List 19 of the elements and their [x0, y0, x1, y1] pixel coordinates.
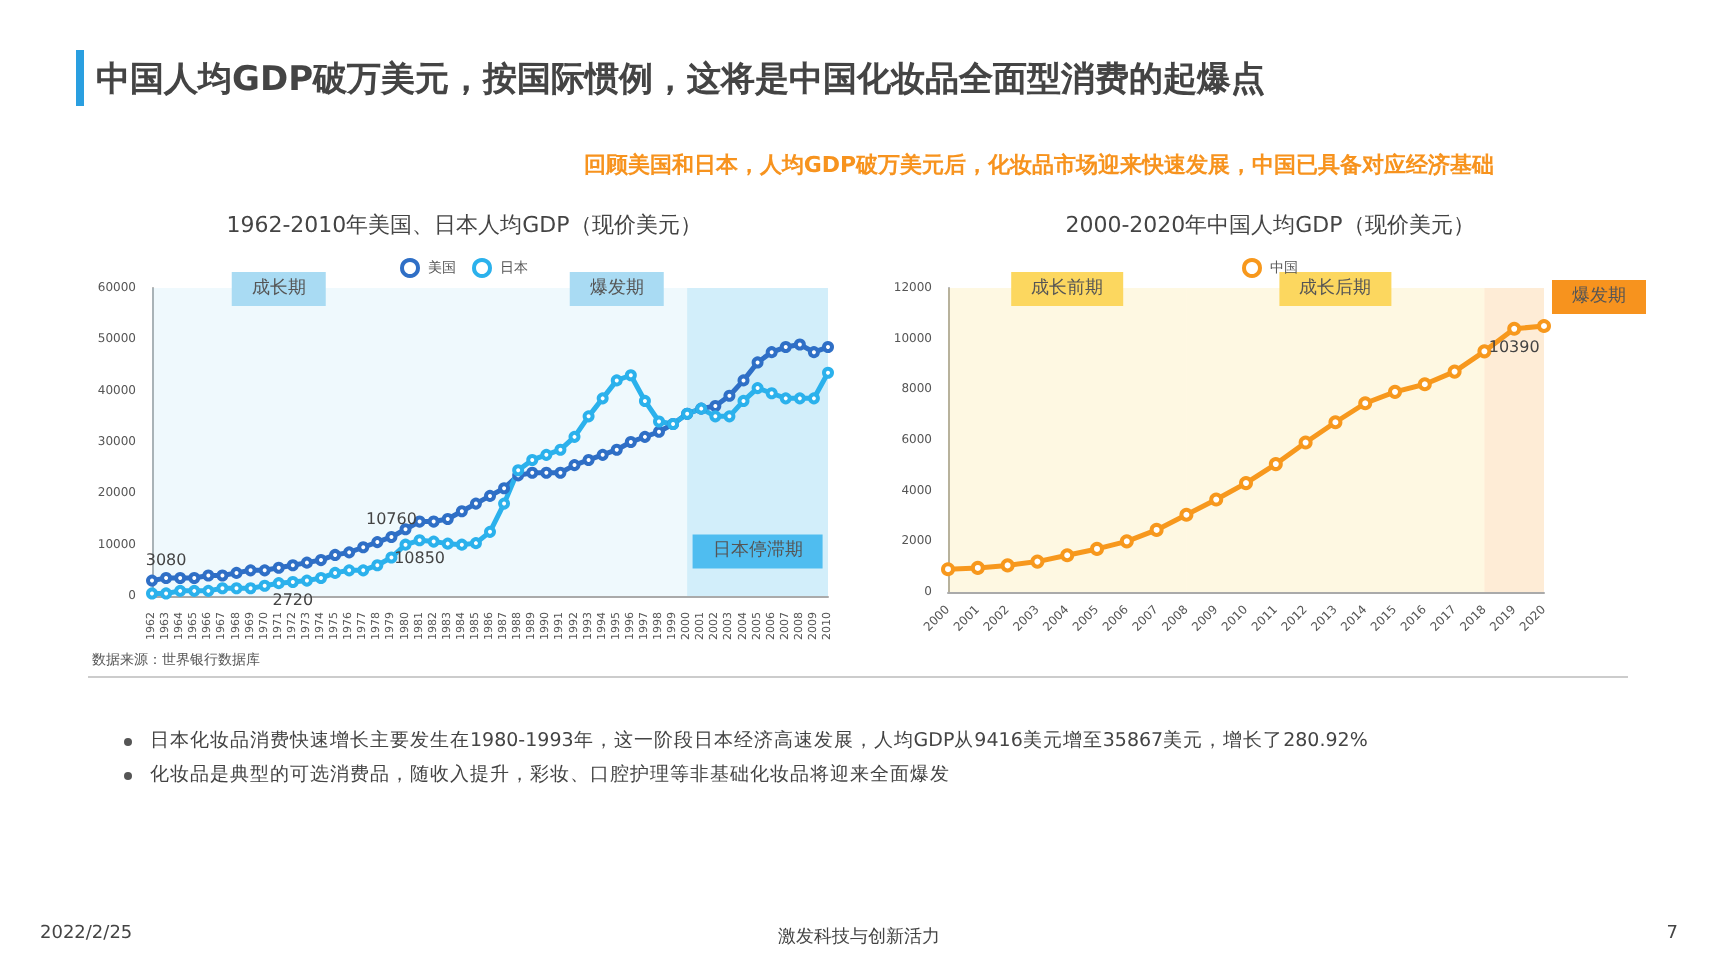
- band-label: 成长后期: [1299, 277, 1372, 299]
- text: 激发科技与创新活力: [778, 928, 940, 948]
- text: 2022/2/25: [40, 924, 133, 944]
- text: 回顾美国和日本，人均GDP破万美元后，化妆品市场迎来快速发展，中国已具备对应经济基础: [581, 150, 1497, 180]
- band-label: 成长期: [251, 277, 306, 299]
- text: 7: [1666, 924, 1678, 944]
- annotation: 10850: [394, 549, 446, 568]
- text: 化妆品是典型的可选消费品，随收入提升，彩妆、口腔护理等非基础化妆品将迎来全面爆发: [150, 762, 950, 790]
- annotation: 3080: [145, 551, 187, 570]
- band-label: 成长前期: [1031, 277, 1104, 299]
- annotation: 10760: [365, 509, 417, 528]
- annotation: 2720: [272, 591, 314, 610]
- text: 中国人均GDP破万美元，按国际惯例，这将是中国化妆品全面型消费的起爆点: [96, 58, 1266, 102]
- chart-title: 2000-2020年中国人均GDP（现价美元）: [1065, 212, 1475, 238]
- band-label: 爆发期: [1572, 285, 1626, 307]
- chart-title: 1962-2010年美国、日本人均GDP（现价美元）: [226, 212, 702, 238]
- band-label: 日本停滞期: [712, 539, 803, 562]
- band-label: 爆发期: [589, 277, 644, 299]
- text: 日本化妆品消费快速增长主要发生在1980-1993年，这一阶段日本经济高速发展，人均GDP从9416美元增至35867美元，增长了280.92%: [150, 728, 1368, 756]
